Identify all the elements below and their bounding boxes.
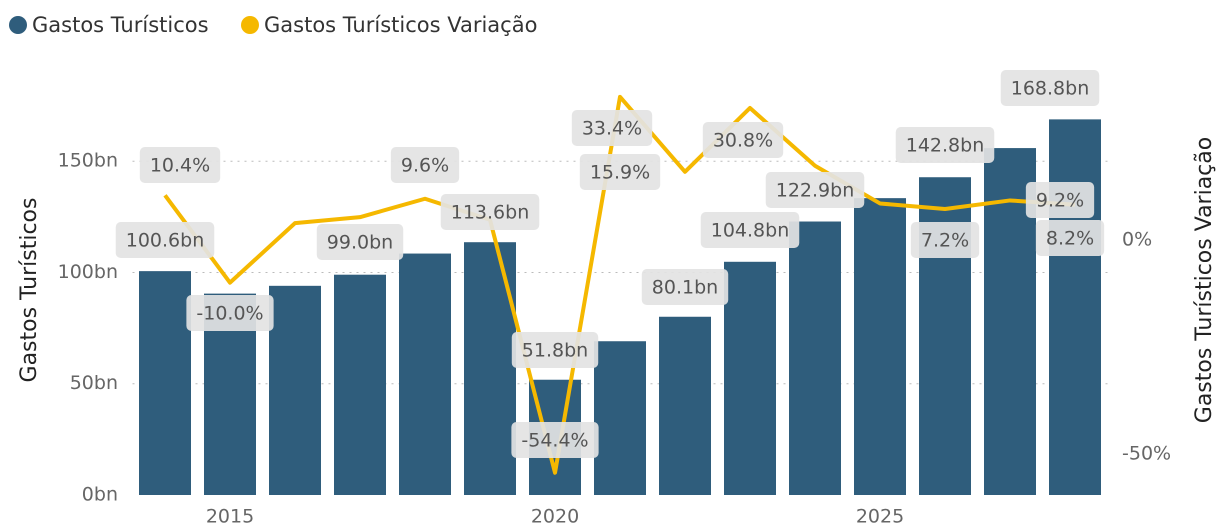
bar: [724, 261, 776, 495]
data-label-text: 80.1bn: [652, 277, 718, 299]
data-label-text: 51.8bn: [522, 340, 588, 362]
line: [163, 94, 1076, 475]
data-label-text: 8.2%: [1046, 228, 1094, 250]
data-label: 168.8bn: [1000, 70, 1100, 106]
data-label: 30.8%: [702, 122, 784, 158]
data-label: 10.4%: [139, 147, 221, 183]
data-label-text: 9.6%: [401, 155, 449, 177]
data-label: -54.4%: [511, 422, 599, 458]
y2-tick-label: -50%: [1122, 442, 1171, 464]
data-label-text: 168.8bn: [1011, 78, 1090, 100]
data-label: 51.8bn: [511, 332, 599, 368]
data-label: 113.6bn: [440, 194, 540, 230]
data-label-box: [115, 222, 215, 258]
y2-axis-title: Gastos Turísticos Variação: [1192, 137, 1217, 423]
bar: [594, 341, 646, 495]
data-label-text: 7.2%: [921, 230, 969, 252]
data-label: 104.8bn: [700, 212, 800, 248]
bar: [1049, 119, 1101, 495]
data-label-text: 99.0bn: [327, 232, 393, 254]
data-label-text: 122.9bn: [776, 180, 855, 202]
data-label: -10.0%: [186, 295, 274, 331]
bar: [269, 285, 321, 495]
data-label: 7.2%: [910, 222, 980, 258]
legend-label: Gastos Turísticos: [32, 13, 209, 37]
data-label-box: [1025, 182, 1095, 218]
data-label-box: [1035, 220, 1105, 256]
legend-marker: [241, 16, 259, 34]
bar: [659, 316, 711, 495]
data-label: 15.9%: [579, 154, 661, 190]
data-label-text: -54.4%: [521, 430, 588, 452]
x-tick-label: 2020: [531, 506, 579, 528]
bar: [334, 274, 386, 495]
data-label: 9.2%: [1025, 182, 1095, 218]
data-label-box: [186, 295, 274, 331]
data-label-box: [511, 422, 599, 458]
data-label-text: 15.9%: [590, 162, 650, 184]
x-tick-label: 2025: [856, 506, 904, 528]
y-tick-label: 0bn: [82, 484, 118, 506]
data-label-text: 33.4%: [582, 118, 642, 140]
data-label-box: [895, 127, 995, 163]
data-label-box: [700, 212, 800, 248]
data-label-text: 30.8%: [713, 130, 773, 152]
y-axis-title: Gastos Turísticos: [17, 198, 42, 383]
bar: [399, 253, 451, 495]
data-label-text: 10.4%: [150, 155, 210, 177]
data-label: 8.2%: [1035, 220, 1105, 256]
bar: [789, 221, 841, 495]
data-label: 9.6%: [390, 147, 460, 183]
data-label: 122.9bn: [765, 172, 865, 208]
data-label-box: [390, 147, 460, 183]
data-label-box: [765, 172, 865, 208]
data-label-text: 9.2%: [1036, 190, 1084, 212]
data-label-text: 104.8bn: [711, 220, 790, 242]
data-label-box: [511, 332, 599, 368]
data-label: 142.8bn: [895, 127, 995, 163]
y-tick-label: 150bn: [58, 150, 118, 172]
legend-marker: [9, 16, 27, 34]
data-label: 100.6bn: [115, 222, 215, 258]
data-label-text: 142.8bn: [906, 135, 985, 157]
data-label-box: [571, 110, 653, 146]
data-label-box: [316, 224, 404, 260]
bar: [854, 198, 906, 495]
data-label-text: 113.6bn: [451, 202, 530, 224]
y-tick-label: 100bn: [58, 261, 118, 283]
legend-label: Gastos Turísticos Variação: [264, 13, 537, 37]
data-label-box: [910, 222, 980, 258]
data-label: 99.0bn: [316, 224, 404, 260]
data-label-box: [579, 154, 661, 190]
data-label-box: [139, 147, 221, 183]
y2-tick-label: 0%: [1122, 228, 1152, 250]
data-label-box: [702, 122, 784, 158]
bar: [139, 271, 191, 495]
data-label-box: [641, 269, 729, 305]
data-label-text: -10.0%: [196, 303, 263, 325]
y-tick-label: 50bn: [70, 372, 118, 394]
data-label-box: [1000, 70, 1100, 106]
bar: [464, 242, 516, 495]
data-label-text: 100.6bn: [126, 230, 205, 252]
data-label: 33.4%: [571, 110, 653, 146]
data-label: 80.1bn: [641, 269, 729, 305]
x-tick-label: 2015: [206, 506, 254, 528]
data-label-box: [440, 194, 540, 230]
